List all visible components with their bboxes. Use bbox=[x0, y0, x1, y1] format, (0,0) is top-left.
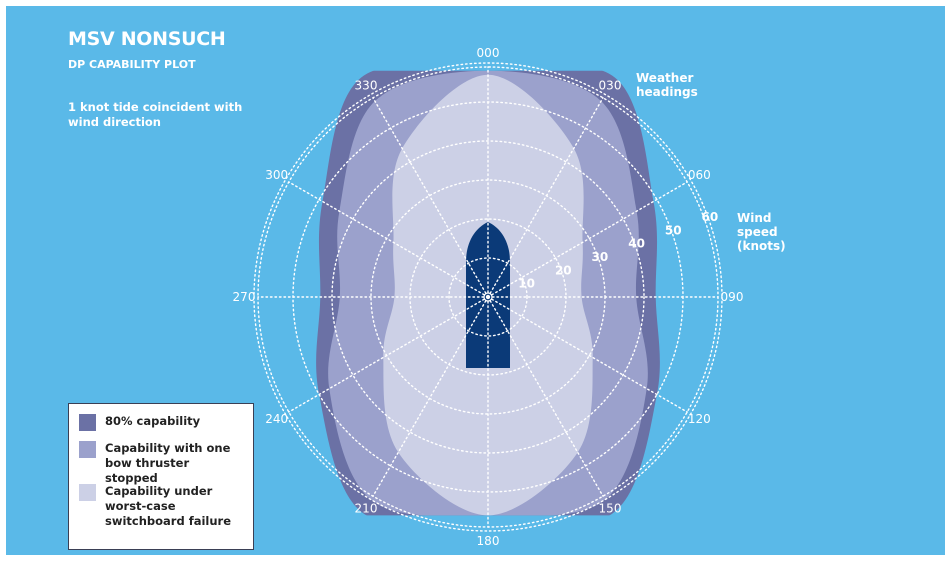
chart-note: 1 knot tide coincident with wind directi… bbox=[68, 100, 243, 129]
heading-tick-330: 330 bbox=[355, 79, 378, 93]
legend-swatch bbox=[79, 414, 96, 431]
wind-speed-tick-30: 30 bbox=[592, 250, 609, 264]
heading-tick-120: 120 bbox=[688, 412, 711, 426]
wind-speed-label: speed bbox=[737, 225, 778, 239]
center-marker bbox=[483, 292, 493, 302]
wind-speed-label: (knots) bbox=[737, 239, 786, 253]
heading-tick-270: 270 bbox=[233, 290, 256, 304]
grid-circle-60 bbox=[253, 62, 723, 532]
chart-panel: 000 030 060 090 120 150 180 210 240 270 300 330 10 20… bbox=[6, 6, 945, 555]
heading-tick-060: 060 bbox=[688, 168, 711, 182]
weather-headings-label: Weather bbox=[636, 71, 693, 85]
heading-tick-000: 000 bbox=[477, 46, 500, 60]
wind-speed-label: Wind bbox=[737, 211, 771, 225]
chart-subtitle: DP CAPABILITY PLOT bbox=[68, 58, 196, 71]
center-dot bbox=[486, 295, 490, 299]
grid-circle-40 bbox=[331, 140, 645, 454]
legend-item-bow-thruster: Capability with one bow thruster stopped bbox=[79, 441, 245, 486]
heading-tick-090: 090 bbox=[721, 290, 744, 304]
heading-tick-180: 180 bbox=[477, 534, 500, 548]
wind-speed-tick-10: 10 bbox=[518, 277, 535, 291]
legend-label: Capability under worst-case switchboard … bbox=[105, 484, 232, 528]
legend-label: Capability with one bow thruster stopped bbox=[105, 441, 231, 485]
wind-speed-tick-50: 50 bbox=[665, 223, 682, 237]
wind-speed-tick-60: 60 bbox=[702, 210, 719, 224]
legend-item-80-capability: 80% capability bbox=[79, 414, 245, 431]
legend-item-switchboard: Capability under worst-case switchboard … bbox=[79, 484, 245, 529]
weather-headings-label: headings bbox=[636, 85, 698, 99]
legend-label: 80% capability bbox=[105, 414, 201, 428]
wind-speed-tick-20: 20 bbox=[555, 263, 572, 277]
heading-tick-150: 150 bbox=[599, 501, 622, 515]
grid-circle-10 bbox=[448, 257, 528, 337]
legend: 80% capability Capability with one bow t… bbox=[68, 403, 254, 550]
heading-tick-300: 300 bbox=[265, 168, 288, 182]
chart-title: MSV NONSUCH bbox=[68, 28, 226, 50]
heading-tick-240: 240 bbox=[265, 412, 288, 426]
wind-speed-tick-40: 40 bbox=[628, 237, 645, 251]
heading-tick-030: 030 bbox=[599, 79, 622, 93]
legend-swatch bbox=[79, 484, 96, 501]
legend-swatch bbox=[79, 441, 96, 458]
heading-tick-210: 210 bbox=[355, 501, 378, 515]
